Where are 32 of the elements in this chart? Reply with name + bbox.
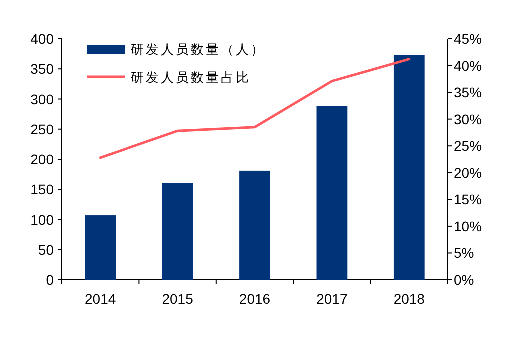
x-tick-label: 2014 — [85, 291, 116, 307]
y2-tick-label: 5% — [454, 245, 474, 262]
y-tick-label: 400 — [30, 31, 54, 47]
x-tick-label: 2016 — [239, 291, 271, 307]
y2-tick-label: 10% — [454, 218, 482, 234]
y-tick-label: 300 — [30, 91, 54, 108]
y2-tick-label: 0% — [454, 272, 474, 288]
y2-tick-label: 35% — [454, 84, 482, 101]
line-series — [99, 58, 411, 160]
y2-tick-label: 45% — [454, 31, 482, 47]
bar — [394, 55, 425, 280]
y-tick-label: 150 — [30, 182, 54, 198]
legend-label: 研发人员数量占比 — [131, 70, 251, 85]
bar — [316, 106, 348, 280]
y2-tick-label: 30% — [454, 111, 482, 128]
bar — [162, 182, 194, 280]
y-tick-label: 350 — [30, 61, 54, 78]
x-tick-label: 2017 — [316, 291, 348, 307]
y2-tick-label: 40% — [454, 58, 482, 74]
bar — [240, 170, 270, 280]
legend-label: 研发人员数量（人） — [131, 42, 266, 57]
x-tick-label: 2015 — [162, 291, 194, 307]
x-tick-label: 2018 — [394, 291, 426, 307]
y2-tick-label: 15% — [454, 192, 482, 208]
y-tick-label: 200 — [30, 152, 54, 168]
bar — [85, 216, 116, 280]
y2-tick-label: 20% — [454, 164, 482, 181]
y-tick-label: 0 — [46, 272, 54, 288]
y-tick-label: 100 — [30, 212, 54, 228]
y2-tick-label: 25% — [454, 138, 482, 154]
y-tick-label: 50 — [38, 242, 54, 258]
y-tick-label: 250 — [30, 121, 54, 138]
